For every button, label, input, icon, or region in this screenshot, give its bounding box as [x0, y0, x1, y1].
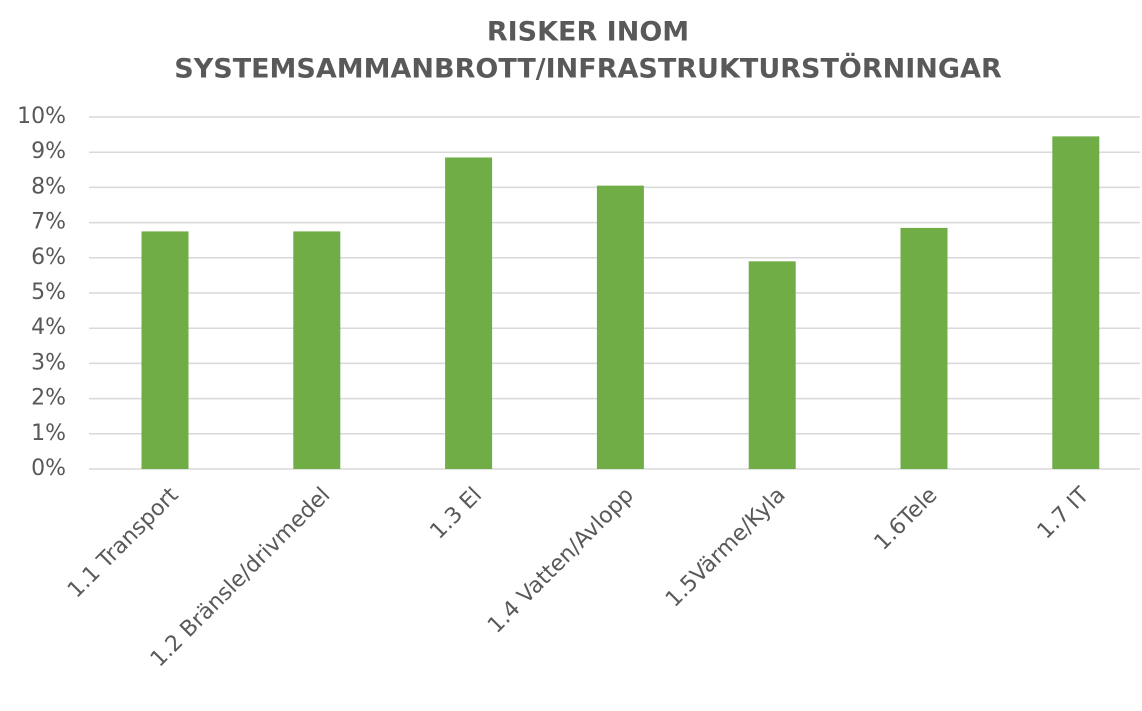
x-tick-label: 1.6Tele: [870, 483, 943, 556]
y-tick-label: 10%: [17, 104, 66, 129]
x-tick-label: 1.4 Vatten/Avlopp: [483, 483, 639, 639]
y-tick-label: 3%: [31, 350, 66, 375]
y-tick-label: 7%: [31, 210, 66, 235]
bar: [141, 231, 189, 469]
y-tick-label: 2%: [31, 386, 66, 411]
y-tick-label: 8%: [31, 174, 66, 199]
bar: [596, 185, 644, 469]
y-tick-label: 0%: [31, 456, 66, 481]
x-tick-label: 1.3 El: [426, 483, 488, 545]
chart-title: RISKER INOM: [487, 17, 689, 48]
bar: [1052, 136, 1100, 470]
bar: [748, 261, 796, 469]
y-tick-label: 6%: [31, 245, 66, 270]
x-tick-label: 1.5Värme/Kyla: [661, 483, 791, 613]
chart-title: SYSTEMSAMMANBROTT/INFRASTRUKTURSTÖRNINGA…: [174, 52, 1002, 85]
y-tick-label: 9%: [31, 139, 66, 164]
y-tick-label: 5%: [31, 280, 66, 305]
bar: [900, 227, 948, 469]
x-tick-label: 1.7 IT: [1033, 482, 1095, 544]
bar: [445, 157, 493, 470]
x-tick-label: 1.2 Bränsle/drivmedel: [146, 483, 335, 672]
x-tick-label: 1.1 Transport: [63, 483, 184, 604]
y-tick-label: 1%: [31, 421, 66, 446]
y-tick-label: 4%: [31, 315, 66, 340]
bar: [293, 231, 341, 469]
